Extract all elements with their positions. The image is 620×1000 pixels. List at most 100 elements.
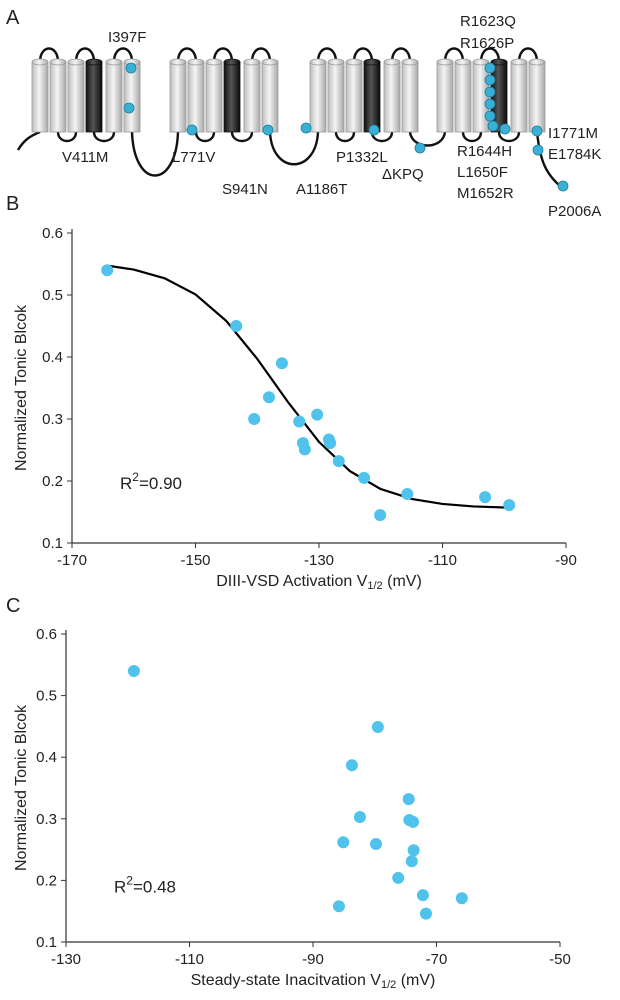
mutation-label: S941N — [222, 181, 268, 198]
data-point — [293, 415, 306, 428]
x-tick-label: -90 — [302, 951, 324, 968]
helix-top — [454, 58, 472, 66]
channel-shapes — [16, 47, 566, 191]
helix-top — [85, 58, 103, 66]
x-title-unit: (mV) — [383, 573, 422, 590]
site — [123, 102, 135, 114]
site — [484, 110, 496, 122]
site — [368, 124, 380, 136]
helix — [67, 61, 85, 133]
data-point — [311, 408, 324, 421]
x-tick-label: -130 — [51, 951, 81, 968]
helix-top — [510, 58, 528, 66]
helix — [309, 61, 327, 133]
x-title-unit: (mV) — [396, 972, 435, 989]
data-point — [332, 455, 345, 468]
helix-top — [383, 58, 401, 66]
helix — [454, 61, 472, 133]
helix-top — [243, 58, 261, 66]
mutation-label: L771V — [172, 149, 215, 166]
x-title-text: Steady-state Inacitvation V — [191, 972, 382, 989]
x-axis-title: Steady-state Inacitvation V1/2 (mV) — [191, 972, 436, 991]
data-point — [402, 793, 415, 806]
helix-top — [528, 58, 546, 66]
annotation-superscript: 2 — [132, 470, 139, 484]
data-point — [407, 844, 420, 857]
helix-top — [472, 58, 490, 66]
data-point — [392, 871, 405, 884]
helix-top — [327, 58, 345, 66]
helix-top — [105, 58, 123, 66]
data-point — [324, 437, 337, 450]
data-point — [405, 855, 418, 868]
site — [487, 120, 499, 132]
helix — [436, 61, 454, 133]
x-title-subscript: 1/2 — [381, 979, 396, 991]
x-tick-label: -50 — [549, 951, 571, 968]
fit-line — [108, 264, 511, 509]
helix — [345, 61, 363, 133]
annotation-base: R — [114, 877, 126, 896]
helix-top — [169, 58, 187, 66]
helix — [327, 61, 345, 133]
helix — [187, 61, 205, 133]
data-point — [353, 810, 366, 823]
y-tick-label: 0.6 — [36, 626, 57, 643]
helix — [85, 61, 103, 133]
x-tick-label: -110 — [428, 552, 457, 569]
mutation-label: R1623Q — [460, 13, 516, 30]
site — [484, 98, 496, 110]
annotation-text: =0.90 — [139, 474, 182, 493]
helix — [243, 61, 261, 133]
panel-label: A — [6, 7, 20, 29]
mutation-label: I397F — [108, 29, 146, 46]
chain — [16, 47, 566, 191]
helix — [205, 61, 223, 133]
annotation-base: R — [120, 474, 132, 493]
y-tick-label: 0.4 — [42, 349, 63, 366]
mutation-label: P1332L — [336, 149, 388, 166]
helix-top — [205, 58, 223, 66]
site — [532, 144, 544, 156]
site — [484, 86, 496, 98]
x-title-subscript: 1/2 — [367, 580, 382, 592]
x-axis-title: DIII-VSD Activation V1/2 (mV) — [216, 573, 422, 592]
mutation-label: L1650F — [457, 164, 508, 181]
helix-top — [31, 58, 49, 66]
y-tick-label: 0.5 — [42, 287, 63, 304]
x-tick-label: -130 — [304, 552, 334, 569]
annotation-superscript: 2 — [126, 873, 133, 887]
data-point — [369, 838, 382, 851]
y-tick-label: 0.4 — [36, 749, 57, 766]
mutation-label: I1771M — [548, 125, 598, 142]
data-point — [345, 759, 358, 772]
site — [186, 124, 198, 136]
channel-diagram: A I397F V411M L771V S941N A1186T P1332L — [6, 7, 601, 220]
helix-top — [436, 58, 454, 66]
mutation-label: R1626P — [460, 35, 514, 52]
data-point — [101, 264, 114, 277]
y-tick-label: 0.3 — [42, 411, 63, 428]
mutation-label: E1784K — [548, 146, 601, 163]
helix-top — [187, 58, 205, 66]
x-tick-label: -110 — [175, 951, 204, 968]
panel-label: C — [6, 595, 20, 617]
panel-label: B — [6, 193, 19, 215]
annotation-text: =0.48 — [133, 877, 176, 896]
data-point — [358, 471, 371, 484]
helix — [401, 61, 419, 133]
data-point — [374, 509, 387, 522]
y-tick-label: 0.2 — [36, 872, 57, 889]
y-tick-label: 0.3 — [36, 811, 57, 828]
helix — [510, 61, 528, 133]
x-title-text: DIII-VSD Activation V — [216, 573, 367, 590]
site — [557, 180, 569, 192]
x-tick-label: -170 — [57, 552, 87, 569]
data-point — [420, 907, 433, 920]
data-point — [479, 491, 492, 504]
x-tick-label: -90 — [555, 552, 577, 569]
helix-top — [49, 58, 67, 66]
helix — [105, 61, 123, 133]
data-point — [416, 889, 429, 902]
